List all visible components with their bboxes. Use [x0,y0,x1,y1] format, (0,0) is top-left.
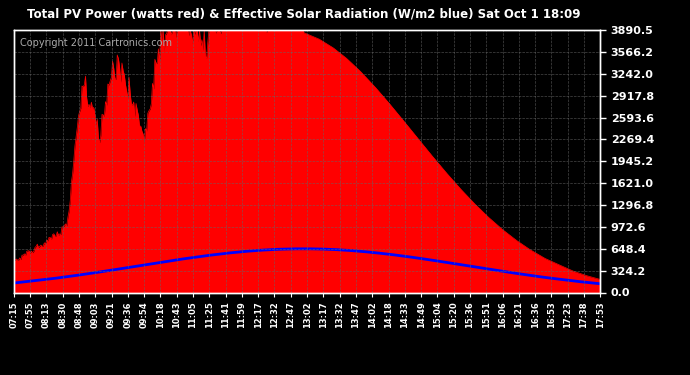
Text: Copyright 2011 Cartronics.com: Copyright 2011 Cartronics.com [19,38,172,48]
Text: Total PV Power (watts red) & Effective Solar Radiation (W/m2 blue) Sat Oct 1 18:: Total PV Power (watts red) & Effective S… [27,8,580,21]
